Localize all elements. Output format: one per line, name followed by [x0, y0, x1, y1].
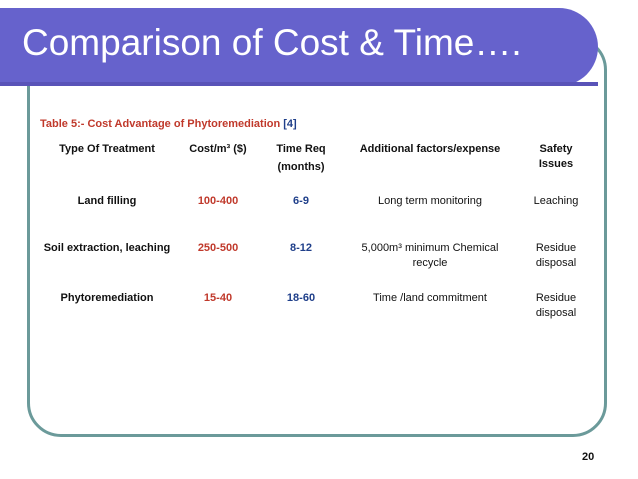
row-safety: Leaching: [522, 194, 590, 209]
table-caption-text: Table 5:- Cost Advantage of Phytoremedia…: [40, 118, 281, 130]
row-cost: 100-400: [197, 195, 239, 207]
row-safety-line1: Residue: [535, 242, 577, 254]
row-cost: 15-40: [203, 292, 233, 304]
row-factors: Time /land commitment: [350, 291, 510, 306]
header-safety: Safety Issues: [522, 142, 590, 172]
row-treatment: Land filling: [77, 195, 137, 207]
header-safety-line2: Issues: [538, 158, 574, 170]
slide-frame: [27, 36, 607, 437]
row-safety: Residue disposal: [522, 291, 590, 321]
row-safety-line1: Leaching: [533, 195, 579, 207]
row-factors-line2: recycle: [412, 257, 448, 269]
row-cost: 250-500: [197, 242, 239, 254]
row-safety-line2: disposal: [535, 257, 577, 269]
header-cost: Cost/m³ ($): [189, 143, 247, 155]
row-safety-line2: disposal: [535, 307, 577, 319]
header-factors: Additional factors/expense: [359, 143, 501, 155]
page-number: 20: [582, 451, 595, 463]
header-time-line1: Time Req: [276, 143, 326, 155]
title-underline: [0, 82, 598, 86]
table-caption: Table 5:- Cost Advantage of Phytoremedia…: [40, 118, 297, 130]
row-factors-line1: 5,000m³ minimum Chemical: [361, 242, 499, 254]
row-time: 8-12: [289, 242, 313, 254]
header-safety-line1: Safety: [539, 143, 573, 155]
title-bar: [0, 8, 598, 86]
row-treatment: Phytoremediation: [60, 292, 154, 304]
row-factors-line1: Time /land commitment: [373, 292, 487, 304]
row-safety: Residue disposal: [522, 241, 590, 271]
row-time: 18-60: [286, 292, 316, 304]
header-time: Time Req (months): [264, 142, 338, 175]
row-safety-line1: Residue: [535, 292, 577, 304]
row-factors: Long term monitoring: [350, 194, 510, 209]
table-caption-reference: [4]: [283, 118, 297, 130]
row-factors: 5,000m³ minimum Chemical recycle: [350, 241, 510, 271]
row-factors-line1: Long term monitoring: [378, 195, 482, 207]
header-time-line2: (months): [277, 161, 325, 173]
row-time: 6-9: [293, 195, 309, 207]
header-treatment: Type Of Treatment: [59, 143, 155, 155]
slide-title: Comparison of Cost & Time….: [22, 22, 522, 63]
row-treatment: Soil extraction, leaching: [43, 242, 171, 254]
